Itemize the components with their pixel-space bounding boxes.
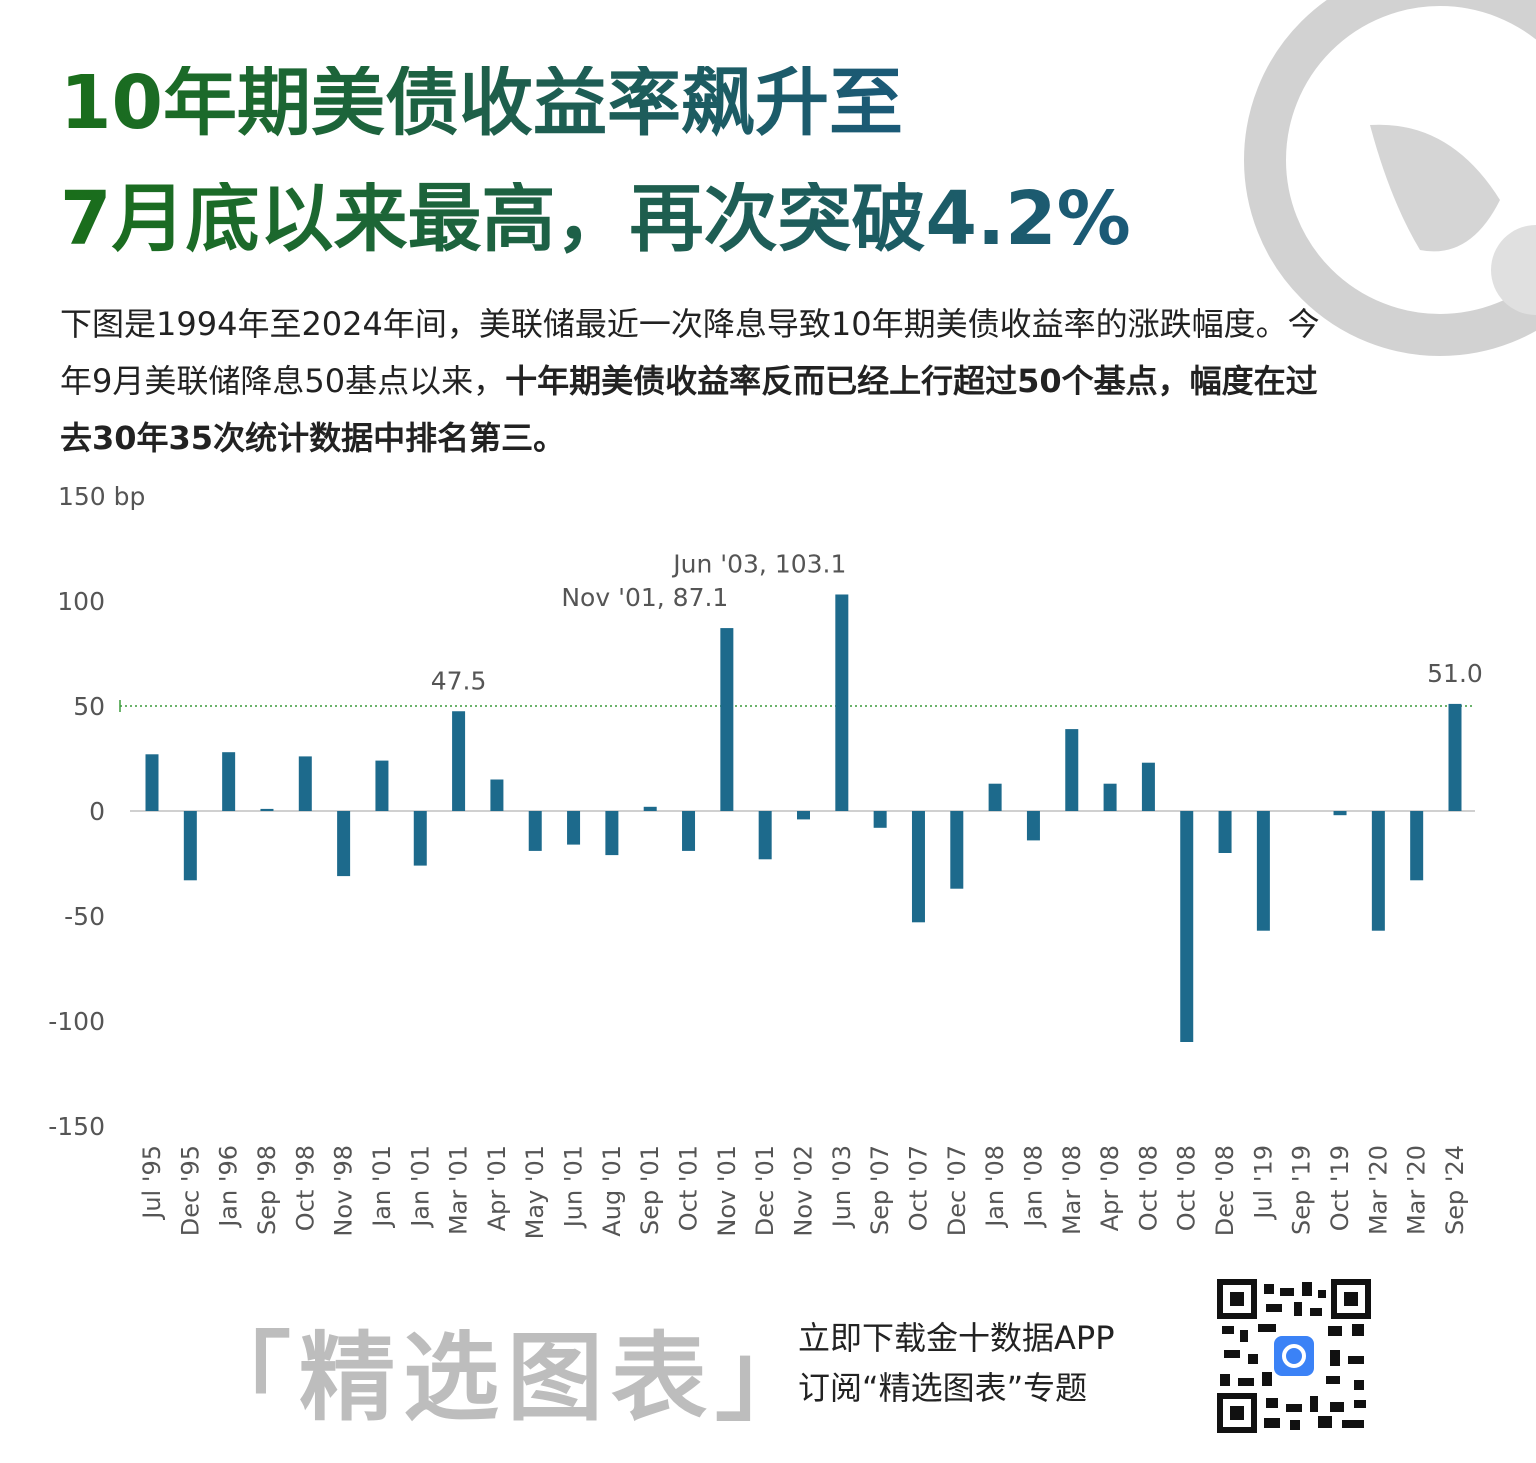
x-tick-label: Dec '95 [176,1145,204,1236]
description-text: 下图是1994年至2024年间，美联储最近一次降息导致10年期美债收益率的涨跌幅… [60,305,1320,400]
bar [298,756,312,811]
bar [1180,811,1194,1042]
bar [1333,811,1347,816]
cta-line: 订阅“精选图表”专题 [798,1369,1088,1407]
bar [490,779,504,811]
x-tick-label: Jan '01 [406,1145,434,1229]
x-tick-label: Jun '03 [828,1145,856,1229]
value-label: Nov '01, 87.1 [561,583,728,612]
x-tick-label: Jul '19 [1249,1145,1277,1221]
x-tick-label: Mar '20 [1403,1145,1431,1235]
bar [375,760,389,811]
y-tick-label: -150 [48,1112,105,1141]
x-tick-label: Nov '98 [330,1145,358,1237]
x-tick-label: Oct '19 [1326,1145,1354,1231]
x-tick-label: Nov '01 [713,1145,741,1237]
x-tick-label: Nov '02 [790,1145,818,1237]
x-tick-label: Jan '08 [981,1145,1009,1229]
bar [1065,729,1079,811]
x-tick-label: May '01 [521,1145,549,1239]
bar [1448,703,1462,811]
logo-leaf [1370,124,1500,252]
x-tick-label: Oct '07 [904,1145,932,1231]
bar [643,806,657,811]
bar [720,628,734,811]
y-tick-label: 50 [73,692,105,721]
x-tick-label: Apr '01 [483,1145,511,1231]
x-tick-label: Dec '08 [1211,1145,1239,1236]
x-tick-label: Oct '01 [675,1145,703,1231]
bar [1256,811,1270,931]
y-tick-label: -100 [48,1007,105,1036]
y-tick-label: 0 [89,797,105,826]
cta-line: 立即下载金十数据APP [798,1319,1115,1357]
title-line: 10年期美债收益率飙升至 [60,60,903,146]
x-tick-label: Aug '01 [598,1145,626,1237]
x-tick-label: Dec '07 [943,1145,971,1236]
bar [413,811,427,866]
bar [1103,783,1117,811]
description: 下图是1994年至2024年间，美联储最近一次降息导致10年期美债收益率的涨跌幅… [60,296,1320,467]
bar [682,811,696,851]
bar [567,811,581,845]
x-tick-label: Sep '24 [1441,1145,1469,1235]
bar [758,811,772,860]
brand: 「精选图表」 [195,1322,819,1434]
bar [1218,811,1232,853]
bar [260,808,274,811]
x-tick-label: Mar '20 [1364,1145,1392,1235]
bar [605,811,619,856]
bar [1371,811,1385,931]
x-tick-label: Oct '08 [1173,1145,1201,1231]
x-tick-label: Mar '01 [445,1145,473,1235]
x-tick-label: Oct '08 [1134,1145,1162,1231]
value-label: 47.5 [431,666,487,695]
x-tick-label: Dec '01 [751,1145,779,1236]
title-line: 7月底以来最高，再次突破4.2% [60,176,1131,262]
logo-dot [1491,225,1536,315]
x-tick-label: Jul '95 [138,1145,166,1221]
logo-ring [1244,0,1536,356]
bar [452,711,466,811]
bar [145,754,159,811]
bar [337,811,351,877]
x-tick-label: Oct '98 [291,1145,319,1231]
bar [183,811,197,881]
value-label: Jun '03, 103.1 [671,549,846,578]
y-tick-label: 100 [57,587,105,616]
bar [1410,811,1424,881]
x-tick-label: Jun '01 [560,1145,588,1229]
bar [873,811,887,828]
x-tick-label: Apr '08 [1096,1145,1124,1231]
qr-code [1217,1279,1371,1433]
x-tick-label: Sep '01 [636,1145,664,1235]
y-tick-label: -50 [64,902,105,931]
x-tick-label: Mar '08 [1058,1145,1086,1235]
bar [1026,811,1040,841]
bar [988,783,1002,811]
bar [797,811,810,820]
x-tick-label: Jan '96 [215,1145,243,1229]
value-label: 51.0 [1427,659,1483,688]
bar [835,594,849,811]
bar [222,752,236,811]
description-bold: 十年期美债收益率反而已经上行超过50个基点，幅度在过去30年35次统计数据中排名… [60,362,1318,457]
x-tick-label: Jan '01 [368,1145,396,1229]
bar [528,811,542,851]
x-tick-label: Sep '19 [1288,1145,1316,1235]
bar [1141,762,1155,811]
bar [911,811,925,923]
x-tick-label: Sep '98 [253,1145,281,1235]
bar [950,811,964,889]
x-tick-label: Jan '08 [1019,1145,1047,1229]
y-tick-label: 150 bp [58,482,145,511]
x-tick-label: Sep '07 [866,1145,894,1235]
